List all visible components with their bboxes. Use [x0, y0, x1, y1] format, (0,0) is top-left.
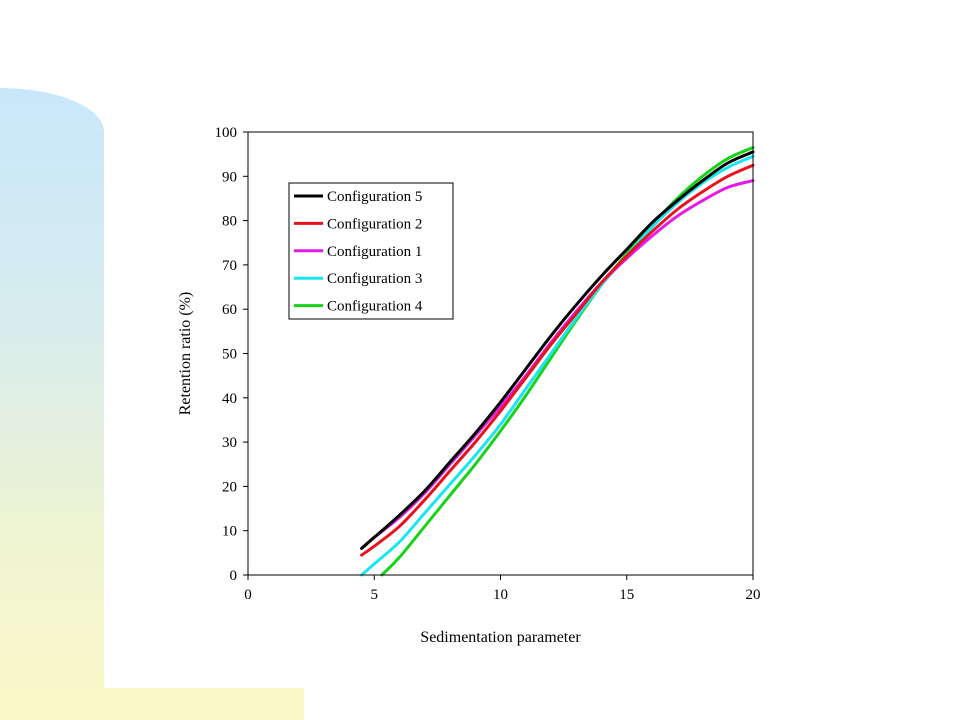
y-tick-label: 0: [230, 568, 238, 584]
x-tick-label: 0: [244, 587, 252, 603]
series-line-configuration-2: [360, 163, 755, 557]
decorative-side-band: [0, 88, 104, 720]
y-tick-label: 60: [222, 302, 237, 318]
y-tick-label: 100: [215, 125, 238, 141]
y-tick-label: 40: [222, 391, 237, 407]
series-layer: [360, 146, 755, 577]
series-line-configuration-5: [360, 150, 755, 550]
series-line-configuration-4: [380, 146, 755, 577]
ticks-layer: 0 5 10 15 20 0 10 20 30 40 50 60 70 80 90 100: [215, 125, 761, 603]
x-tick-label: 20: [746, 587, 761, 603]
legend-label: Configuration 5: [327, 189, 422, 205]
y-tick-label: 80: [222, 214, 237, 230]
legend-label: Configuration 4: [327, 299, 423, 315]
x-tick-label: 15: [619, 587, 634, 603]
decorative-foot-band: [0, 688, 304, 720]
y-tick-label: 20: [222, 479, 237, 495]
x-axis-title: Sedimentation parameter: [420, 629, 581, 646]
legend-label: Configuration 2: [327, 216, 422, 232]
y-tick-label: 10: [222, 524, 237, 540]
y-tick-label: 90: [222, 169, 237, 185]
series-line-configuration-3: [360, 154, 755, 577]
legend-label: Configuration 3: [327, 271, 422, 287]
y-tick-label: 30: [222, 435, 237, 451]
y-tick-label: 50: [222, 347, 237, 363]
x-tick-label: 5: [371, 587, 379, 603]
y-axis-title: Retention ratio (%): [177, 292, 194, 416]
y-tick-label: 70: [222, 258, 237, 274]
legend: Configuration 5 Configuration 2 Configurat…: [288, 182, 454, 320]
legend-label: Configuration 1: [327, 244, 422, 260]
x-tick-label: 10: [493, 587, 508, 603]
